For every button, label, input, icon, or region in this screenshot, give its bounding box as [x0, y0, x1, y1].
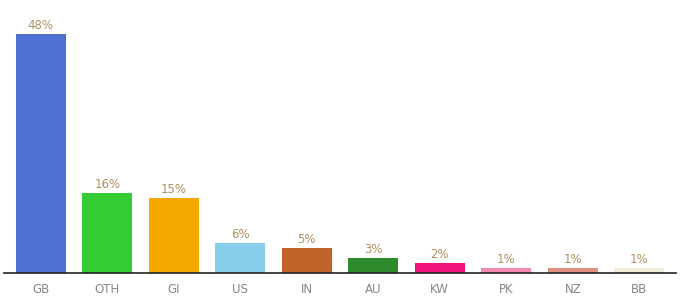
- Bar: [481, 268, 531, 273]
- Text: 15%: 15%: [160, 183, 187, 196]
- Text: 1%: 1%: [497, 253, 515, 266]
- Text: 1%: 1%: [630, 253, 649, 266]
- Text: 6%: 6%: [231, 228, 250, 241]
- Bar: [16, 34, 66, 273]
- Bar: [149, 198, 199, 273]
- Bar: [82, 194, 132, 273]
- Bar: [216, 243, 265, 273]
- Bar: [348, 258, 398, 273]
- Text: 48%: 48%: [28, 19, 54, 32]
- Bar: [614, 268, 664, 273]
- Bar: [415, 263, 464, 273]
- Bar: [548, 268, 598, 273]
- Text: 16%: 16%: [95, 178, 120, 191]
- Text: 3%: 3%: [364, 243, 383, 256]
- Text: 1%: 1%: [564, 253, 582, 266]
- Text: 2%: 2%: [430, 248, 449, 261]
- Bar: [282, 248, 332, 273]
- Text: 5%: 5%: [297, 233, 316, 246]
